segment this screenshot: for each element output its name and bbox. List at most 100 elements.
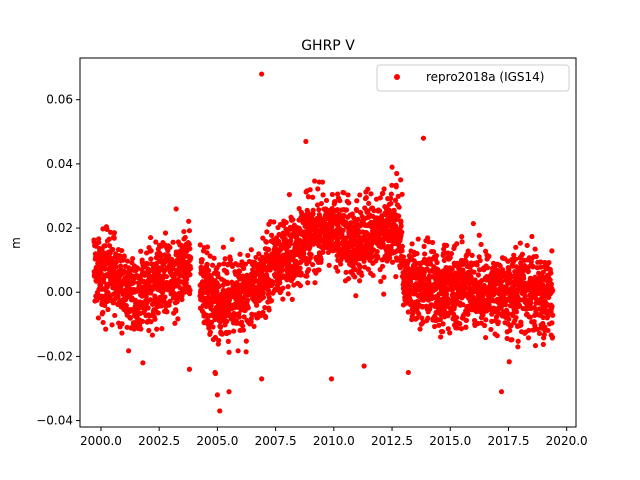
data-point <box>548 281 554 287</box>
data-point <box>488 326 494 333</box>
data-point <box>107 229 114 235</box>
x-tick-label: 2007.5 <box>255 434 297 448</box>
data-point <box>445 296 451 302</box>
data-point <box>307 244 313 250</box>
data-point <box>102 266 108 272</box>
data-point <box>183 280 189 286</box>
data-point <box>280 285 286 291</box>
data-point <box>119 330 125 336</box>
data-point <box>110 246 116 253</box>
data-point <box>377 208 383 214</box>
data-point <box>199 257 205 263</box>
data-point <box>485 307 491 313</box>
data-point <box>214 288 220 294</box>
data-point <box>507 327 513 334</box>
data-point <box>316 207 322 213</box>
data-point <box>328 376 335 382</box>
data-point <box>337 198 343 204</box>
data-point <box>540 314 546 321</box>
data-point <box>357 192 363 198</box>
data-point <box>478 241 484 248</box>
data-point <box>420 135 427 141</box>
data-point <box>470 220 476 227</box>
data-point <box>283 219 289 226</box>
data-point <box>225 338 231 344</box>
data-point <box>399 191 405 197</box>
data-point <box>318 256 324 262</box>
data-point <box>398 177 404 183</box>
y-axis-label: m <box>9 237 23 249</box>
x-tick-label: 2020.0 <box>546 434 588 448</box>
data-point <box>378 278 384 285</box>
data-point <box>410 310 416 316</box>
data-point <box>430 239 436 246</box>
data-point <box>318 200 324 207</box>
data-point <box>421 269 427 276</box>
data-point <box>204 312 210 318</box>
data-point <box>205 267 212 274</box>
data-point <box>254 302 260 308</box>
data-point <box>233 320 240 326</box>
data-point <box>277 280 283 286</box>
data-point <box>359 272 365 278</box>
data-point <box>343 207 350 213</box>
y-tick-label: 0.00 <box>46 285 73 299</box>
data-point <box>387 255 393 261</box>
data-point <box>154 326 160 332</box>
data-point <box>308 251 314 258</box>
data-point <box>429 274 435 280</box>
data-point <box>532 246 538 252</box>
data-point <box>207 253 213 259</box>
data-point <box>447 330 453 336</box>
data-point <box>303 138 309 145</box>
data-point <box>409 241 415 247</box>
data-point <box>289 296 295 302</box>
data-point <box>187 265 194 272</box>
data-point <box>405 369 411 376</box>
data-point <box>240 323 246 329</box>
data-point <box>516 302 523 309</box>
data-point <box>545 313 551 319</box>
data-point <box>532 322 538 328</box>
data-point <box>529 233 535 240</box>
data-point <box>134 265 140 271</box>
data-point <box>174 298 180 305</box>
data-point <box>433 252 440 259</box>
data-point <box>459 239 465 245</box>
data-point <box>536 330 543 337</box>
data-point <box>414 315 420 321</box>
data-point <box>476 267 483 273</box>
data-point <box>513 256 519 262</box>
data-point <box>263 239 270 245</box>
data-point <box>269 232 275 238</box>
data-point <box>248 315 254 322</box>
data-point <box>231 328 237 334</box>
data-point <box>387 195 394 202</box>
data-point <box>431 323 438 330</box>
data-point <box>138 248 144 254</box>
data-point <box>394 170 400 177</box>
data-point <box>186 218 192 224</box>
data-point <box>260 235 266 241</box>
data-point <box>319 179 326 185</box>
data-point <box>476 232 482 238</box>
data-point <box>138 326 144 332</box>
data-point <box>458 326 465 332</box>
data-point <box>527 314 533 320</box>
data-point <box>471 317 478 324</box>
data-point <box>518 322 524 328</box>
data-point <box>444 242 450 249</box>
data-point <box>445 326 451 332</box>
data-point <box>307 187 313 193</box>
data-point <box>145 305 151 311</box>
data-point <box>220 287 226 293</box>
data-point <box>389 164 395 170</box>
data-point <box>123 303 129 309</box>
data-point <box>463 324 469 330</box>
data-point <box>149 332 155 338</box>
data-point <box>549 248 555 254</box>
data-point <box>297 227 303 233</box>
data-point <box>534 326 541 332</box>
chart-title: GHRP V <box>301 38 355 54</box>
data-point <box>245 305 251 311</box>
